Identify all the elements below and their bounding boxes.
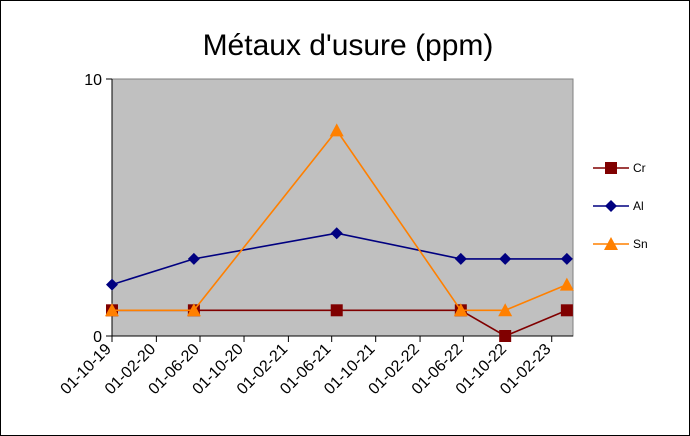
legend-label-cr: Cr — [633, 161, 646, 175]
legend-label-al: Al — [633, 199, 644, 213]
series-line-al — [111, 232, 567, 286]
data-point-al — [499, 252, 512, 265]
legend-marker-al — [605, 200, 617, 212]
data-point-al — [454, 252, 467, 265]
legend-label-sn: Sn — [633, 237, 648, 251]
data-point-cr — [330, 304, 343, 317]
plot-background — [111, 78, 574, 337]
y-tick-label: 0 — [93, 329, 102, 346]
data-point-sn — [329, 123, 344, 137]
plot-area: 01001-10-1901-02-2001-06-2001-10-2001-02… — [58, 72, 574, 398]
data-point-sn — [498, 303, 513, 317]
data-point-al — [106, 278, 118, 291]
data-point-al — [560, 252, 573, 265]
data-point-al — [330, 227, 343, 240]
series-line-sn — [112, 129, 568, 312]
data-point-cr — [499, 330, 512, 342]
chart-title: Métaux d'usure (ppm) — [203, 29, 494, 62]
data-point-sn — [186, 303, 201, 317]
chart-legend: Cr Al Sn — [593, 161, 648, 251]
y-tick-label: 10 — [84, 72, 102, 89]
data-point-sn — [453, 303, 468, 317]
legend-marker-sn — [604, 237, 618, 250]
legend-marker-cr — [605, 162, 617, 174]
data-point-cr — [560, 304, 573, 317]
data-point-sn — [559, 277, 574, 291]
data-point-al — [187, 252, 200, 265]
data-point-sn — [105, 303, 119, 317]
